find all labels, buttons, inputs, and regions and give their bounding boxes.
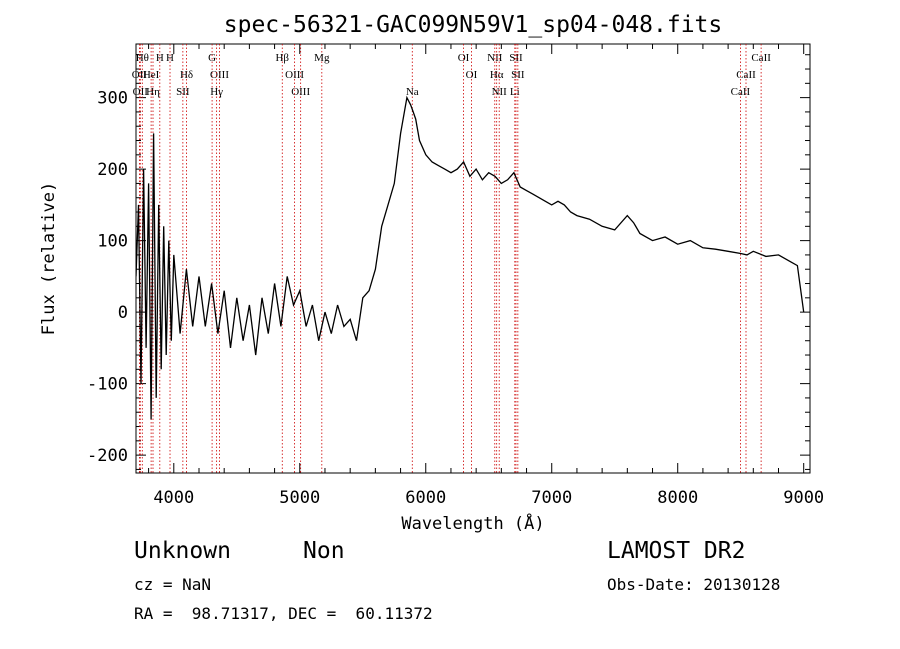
spectral-line-label: OII bbox=[133, 86, 149, 98]
spectral-line-label: H bbox=[156, 52, 164, 64]
spectral-line-label: Hδ bbox=[180, 69, 193, 81]
y-tick-label: -200 bbox=[87, 446, 128, 466]
spectral-line-label: H bbox=[166, 52, 174, 64]
spectral-line-label: Hθ bbox=[136, 52, 149, 64]
spectral-line-label: Hβ bbox=[275, 52, 289, 64]
spectral-line-label: HeI bbox=[143, 69, 160, 81]
object-class: Unknown bbox=[134, 538, 231, 564]
spectral-line-label: OIII bbox=[285, 69, 304, 81]
x-tick-label: 9000 bbox=[783, 488, 824, 508]
spectral-line-label: OII bbox=[132, 69, 148, 81]
x-tick-label: 4000 bbox=[153, 488, 194, 508]
spectral-line-label: SII bbox=[509, 52, 523, 64]
spectral-line-label: Hγ bbox=[210, 86, 223, 98]
x-axis-label: Wavelength (Å) bbox=[401, 512, 544, 534]
spectral-line-label: Mg bbox=[314, 52, 330, 64]
y-axis-label: Flux (relative) bbox=[39, 182, 59, 336]
spectral-line-label: G bbox=[208, 52, 216, 64]
spectral-line-label: OIII bbox=[210, 69, 229, 81]
y-tick-label: 0 bbox=[118, 303, 128, 323]
ra-dec-coordinates: RA = 98.71317, DEC = 60.11372 bbox=[134, 604, 433, 623]
x-tick-label: 7000 bbox=[531, 488, 572, 508]
observation-date: Obs-Date: 20130128 bbox=[607, 575, 781, 594]
spectral-line-label: OI bbox=[466, 69, 478, 81]
spectral-line-label: Na bbox=[406, 86, 419, 98]
y-tick-label: -100 bbox=[87, 375, 128, 395]
y-tick-label: 100 bbox=[97, 232, 128, 252]
y-tick-label: 200 bbox=[97, 160, 128, 180]
spectral-line-label: Hη bbox=[146, 86, 160, 98]
y-tick-label: 300 bbox=[97, 89, 128, 109]
spectral-line-label: NII bbox=[487, 52, 503, 64]
plot-frame bbox=[135, 43, 811, 474]
x-tick-label: 5000 bbox=[279, 488, 320, 508]
spectral-line-label: OIII bbox=[291, 86, 310, 98]
x-tick-label: 6000 bbox=[405, 488, 446, 508]
spectral-line-label: SII bbox=[511, 69, 525, 81]
spectral-line-label: CaII bbox=[731, 86, 751, 98]
spectral-line-label: CaII bbox=[751, 52, 771, 64]
spectral-line-label: Hα bbox=[490, 69, 504, 81]
spectral-line-label: NII bbox=[492, 86, 508, 98]
spectral-line-label: SII bbox=[176, 86, 190, 98]
spectral-line-label: Li bbox=[510, 86, 520, 98]
object-subclass: Non bbox=[303, 538, 345, 564]
spectral-line-label: OI bbox=[458, 52, 470, 64]
spectrum-flux-line bbox=[136, 95, 805, 420]
survey-name: LAMOST DR2 bbox=[607, 538, 746, 564]
redshift-cz: cz = NaN bbox=[134, 575, 212, 594]
x-tick-label: 8000 bbox=[657, 488, 698, 508]
chart-title: spec-56321-GAC099N59V1_sp04-048.fits bbox=[224, 12, 723, 38]
spectral-line-label: CaII bbox=[736, 69, 756, 81]
